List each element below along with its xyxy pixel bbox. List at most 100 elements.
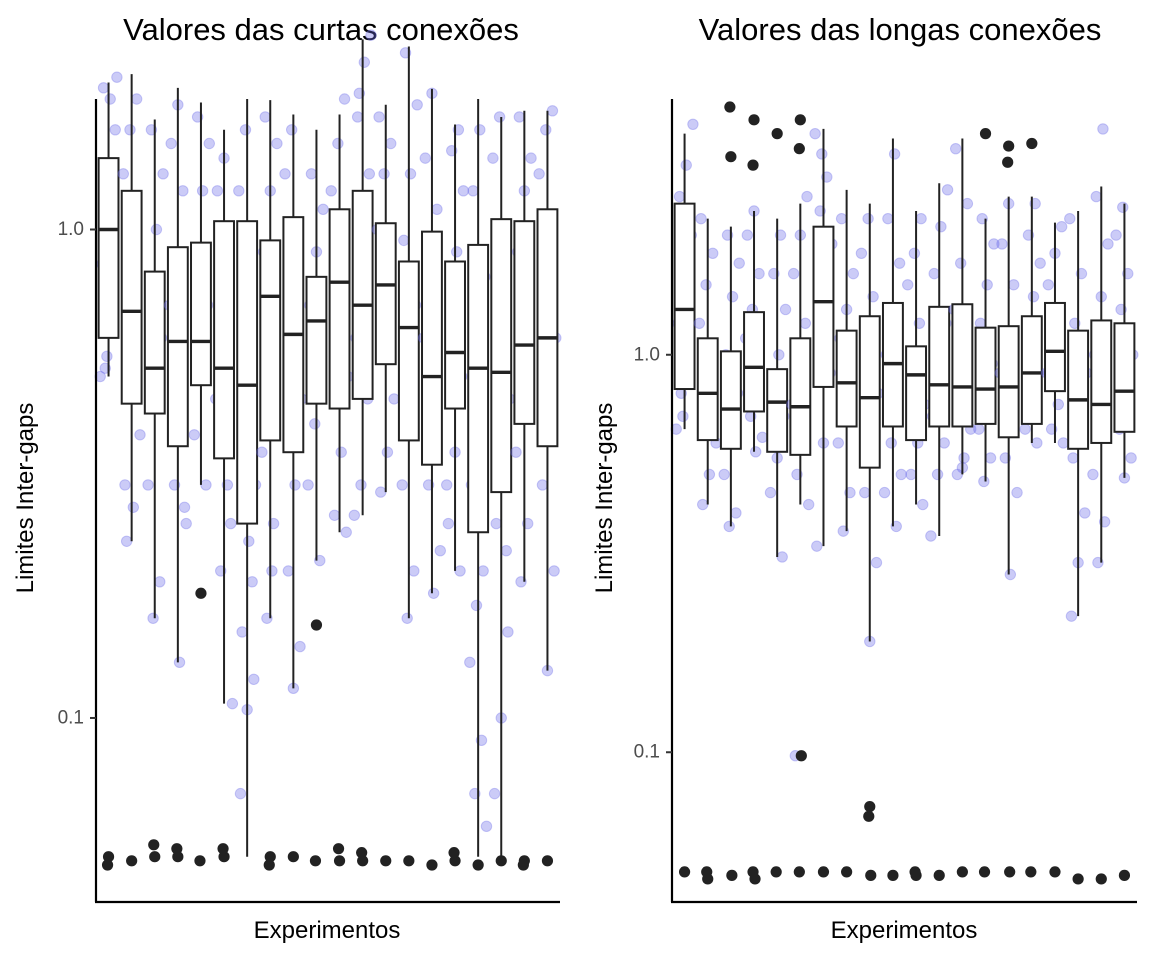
jitter-point bbox=[203, 137, 215, 150]
outlier-point bbox=[1003, 140, 1015, 152]
jitter-point bbox=[832, 437, 844, 449]
jitter-point bbox=[431, 203, 443, 215]
jitter-point bbox=[480, 820, 493, 833]
jitter-point bbox=[302, 479, 314, 491]
box bbox=[905, 345, 928, 442]
jitter-point bbox=[381, 446, 394, 458]
jitter-point bbox=[941, 184, 954, 196]
jitter-point bbox=[101, 350, 113, 363]
jitter-point bbox=[398, 234, 410, 247]
y-tick-label: 1.0 bbox=[634, 344, 660, 365]
y-tick-label: 0.1 bbox=[634, 742, 660, 763]
jitter-point bbox=[703, 468, 716, 481]
outlier-point bbox=[747, 159, 759, 171]
jitter-point bbox=[236, 626, 248, 638]
box bbox=[1044, 301, 1066, 393]
box bbox=[421, 230, 443, 466]
jitter-point bbox=[513, 111, 526, 123]
box bbox=[213, 220, 235, 460]
jitter-point bbox=[693, 317, 706, 329]
jitter-point bbox=[142, 479, 154, 491]
jitter-point bbox=[718, 468, 730, 481]
box bbox=[444, 260, 466, 410]
jitter-point bbox=[124, 124, 136, 136]
jitter-point bbox=[764, 486, 777, 499]
outlier-point bbox=[149, 851, 161, 863]
jitter-point bbox=[365, 29, 377, 41]
box-group bbox=[487, 111, 516, 867]
jitter-point bbox=[510, 446, 522, 458]
jitter-point bbox=[878, 486, 891, 499]
jitter-point bbox=[454, 565, 466, 577]
panel-title: Valores das curtas conexões bbox=[123, 12, 519, 47]
jitter-point bbox=[243, 535, 255, 547]
jitter-point bbox=[419, 152, 431, 164]
box bbox=[328, 208, 351, 410]
box bbox=[397, 260, 420, 442]
jitter-point bbox=[546, 105, 559, 117]
jitter-point bbox=[533, 168, 545, 180]
jitter-point bbox=[127, 501, 140, 513]
outlier-point bbox=[794, 114, 806, 126]
box bbox=[928, 305, 951, 428]
jitter-point bbox=[289, 479, 301, 491]
jitter-point bbox=[351, 111, 364, 123]
box bbox=[190, 241, 212, 387]
jitter-point bbox=[1055, 220, 1068, 233]
box-group bbox=[1019, 137, 1046, 878]
outlier-point bbox=[472, 859, 484, 871]
jitter-point bbox=[464, 656, 476, 669]
jitter-point bbox=[816, 148, 828, 160]
jitter-point bbox=[119, 479, 131, 491]
box-group bbox=[117, 74, 146, 867]
jitter-point bbox=[723, 520, 735, 533]
jitter-point bbox=[328, 509, 341, 521]
jitter-point bbox=[130, 93, 143, 105]
jitter-point bbox=[809, 127, 821, 140]
jitter-point bbox=[882, 212, 894, 225]
jitter-point bbox=[226, 697, 239, 710]
jitter-point bbox=[885, 437, 897, 449]
plot-area bbox=[670, 101, 1139, 885]
jitter-point bbox=[385, 137, 397, 150]
jitter-point bbox=[279, 168, 291, 180]
box-group bbox=[786, 114, 815, 878]
jitter-point bbox=[248, 673, 260, 685]
outlier-point bbox=[171, 843, 183, 855]
box-group bbox=[210, 129, 239, 863]
outlier-point bbox=[863, 810, 875, 822]
box-group bbox=[371, 104, 400, 867]
box-group bbox=[325, 93, 354, 867]
jitter-point bbox=[434, 545, 446, 557]
jitter-point bbox=[1102, 238, 1114, 250]
outlier-point bbox=[726, 869, 738, 881]
jitter-point bbox=[733, 257, 745, 269]
outlier-point bbox=[380, 855, 392, 867]
jitter-point bbox=[1031, 437, 1043, 449]
box bbox=[305, 275, 328, 405]
jitter-point bbox=[180, 517, 192, 530]
jitter-point bbox=[442, 517, 455, 530]
outlier-point bbox=[357, 855, 369, 867]
jitter-point bbox=[1064, 212, 1076, 225]
box bbox=[696, 337, 719, 442]
jitter-point bbox=[225, 517, 237, 530]
jitter-point bbox=[396, 479, 408, 491]
jitter-point bbox=[700, 279, 712, 291]
y-tick-label: 0.1 bbox=[58, 707, 84, 728]
jitter-point bbox=[801, 190, 813, 203]
outlier-point bbox=[332, 843, 345, 855]
box-group bbox=[279, 114, 308, 863]
jitter-point bbox=[1097, 123, 1109, 135]
jitter-point bbox=[97, 82, 110, 94]
jitter-point bbox=[835, 212, 848, 225]
jitter-point bbox=[981, 279, 993, 291]
outlier-point bbox=[333, 855, 346, 867]
jitter-point bbox=[178, 501, 191, 513]
jitter-point bbox=[540, 124, 552, 136]
jitter-point bbox=[915, 212, 927, 225]
outlier-point bbox=[748, 114, 760, 126]
box-group bbox=[1064, 210, 1093, 885]
jitter-point bbox=[477, 565, 489, 577]
